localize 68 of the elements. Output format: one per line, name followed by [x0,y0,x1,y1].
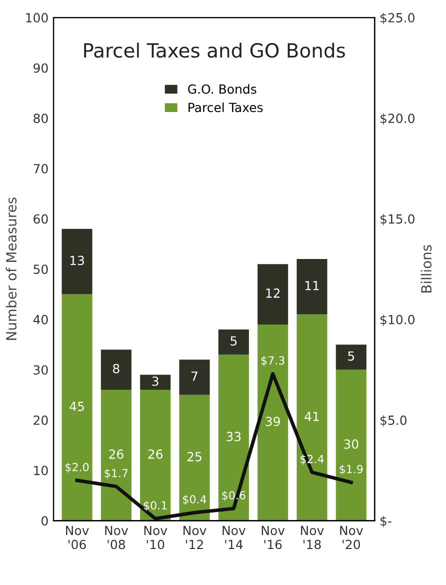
bar [179,394,210,521]
data-label: 8 [113,364,120,374]
bar [100,350,132,390]
y2-tick-label: $10.0 [380,314,414,326]
data-label: 26 [148,449,163,459]
legend-label: G.O. Bonds [188,84,256,94]
y-tick-label: 80 [34,114,48,124]
bar [62,294,92,521]
data-label: 41 [304,412,319,421]
y2-tick-label: $5.0 [380,415,407,427]
data-label: $7.3 [261,356,284,366]
bar [336,344,366,370]
y-axis-title: Number of Measures [6,198,17,340]
bar [179,360,210,395]
bar [140,374,171,390]
x-tick-label: Nov '08 [105,526,128,550]
y2-axis-title: Billions [420,245,432,292]
data-label: 3 [152,376,158,386]
bar [140,390,171,521]
x-tick-label: Nov '18 [301,526,324,550]
y-tick-label: 70 [34,164,48,174]
data-label: 26 [109,449,124,459]
data-label: 33 [226,432,241,442]
y-tick-label: 0 [42,516,48,526]
x-tick-label: Nov '10 [144,526,168,550]
y-tick-label: 100 [26,13,48,22]
y-tick-label: 40 [33,314,48,324]
bar [258,264,288,324]
x-tick-label: Nov '16 [262,526,285,550]
data-label: 25 [187,452,202,462]
legend-label: Parcel Taxes [188,102,263,112]
data-label: 39 [266,416,280,426]
text: Parcel Taxes and GO Bonds [84,42,345,58]
y-tick-label: 90 [34,63,48,73]
data-label: 11 [305,281,319,290]
bar [100,390,132,521]
x-tick-label: Nov '12 [184,526,206,550]
data-label: 5 [230,336,237,346]
bar [62,228,92,294]
data-label: $2.0 [66,462,89,473]
data-label: $0.1 [144,500,167,512]
data-label: 12 [266,288,280,298]
data-label: $1.7 [104,468,128,479]
data-label: 7 [192,372,198,381]
bar [218,329,249,355]
y-tick-label: 20 [34,416,48,425]
data-label: 13 [70,256,84,266]
x-tick-label: Nov '06 [66,526,89,550]
bar [258,324,288,521]
y-tick-label: 60 [34,214,48,224]
y-tick-label: 10 [34,466,48,476]
data-label: $0.4 [183,494,206,505]
bar [296,259,328,314]
data-label: $1.9 [340,464,363,475]
bar [218,354,249,521]
x-tick-label: Nov '20 [340,526,363,550]
y-tick-label: 30 [34,365,48,375]
y2-tick-label: $25.0 [380,12,414,24]
data-label: 30 [344,439,358,449]
y2-tick-label: $20.0 [380,113,414,125]
x-tick-label: Nov '14 [222,526,246,550]
data-label: 45 [70,402,84,412]
bar [336,370,366,521]
bar [296,314,328,521]
y2-tick-label: $- [380,516,392,528]
data-label: 5 [348,351,354,361]
y-tick-label: 50 [34,264,48,274]
y2-tick-label: $15.0 [380,214,414,226]
